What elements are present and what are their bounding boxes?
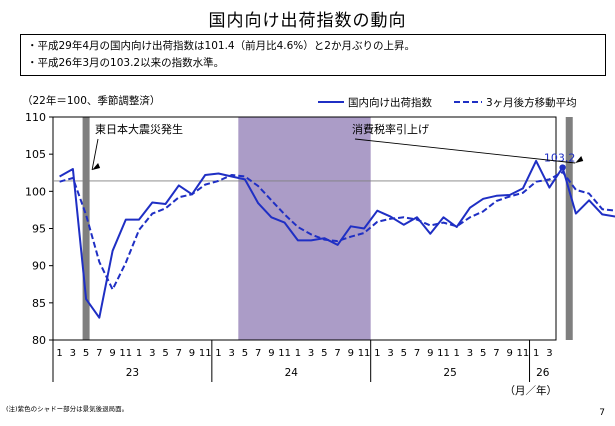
year-label: 23 (126, 367, 139, 379)
y-axis-label: （22年＝100、季節調整済） (22, 94, 160, 107)
x-tick-label: 1 (533, 348, 539, 359)
event-arrowhead (92, 163, 101, 170)
x-tick-label: 1 (136, 348, 142, 359)
x-tick-label: 1 (295, 348, 301, 359)
recession-shade (238, 117, 371, 340)
y-tick-label: 100 (25, 185, 46, 198)
x-tick-label: 1 (374, 348, 380, 359)
x-tick-label: 5 (401, 348, 407, 359)
y-tick-label: 85 (32, 297, 46, 310)
x-tick-label: 3 (546, 348, 552, 359)
y-tick-label: 80 (32, 334, 46, 347)
x-axis-label: （月／年） (505, 384, 558, 397)
x-tick-label: 7 (334, 348, 340, 359)
x-tick-label: 5 (321, 348, 327, 359)
event-marker-bar (565, 117, 573, 340)
data-point-marker (559, 164, 566, 171)
x-tick-label: 5 (480, 348, 486, 359)
x-tick-label: 11 (119, 348, 132, 359)
event-marker-bar (82, 117, 90, 340)
x-tick-label: 7 (255, 348, 261, 359)
x-tick-label: 11 (199, 348, 212, 359)
x-tick-label: 9 (427, 348, 433, 359)
x-tick-label: 3 (308, 348, 314, 359)
x-tick-label: 9 (348, 348, 354, 359)
y-tick-label: 110 (25, 111, 46, 124)
x-tick-label: 7 (414, 348, 420, 359)
legend-label: 3ヶ月後方移動平均 (486, 96, 577, 109)
summary-box: ・平成29年4月の国内向け出荷指数は101.4（前月比4.6%）と2か月ぶりの上… (20, 34, 606, 76)
x-tick-label: 5 (242, 348, 248, 359)
x-tick-label: 7 (96, 348, 102, 359)
x-tick-label: 3 (229, 348, 235, 359)
data-label: 103.2 (544, 152, 576, 165)
event-label: 東日本大震災発生 (95, 122, 183, 136)
legend-label: 国内向け出荷指数 (348, 96, 432, 109)
x-tick-label: 9 (109, 348, 115, 359)
event-arrow (91, 138, 99, 171)
event-arrow (354, 138, 576, 164)
x-tick-label: 3 (387, 348, 393, 359)
x-tick-label: 7 (493, 348, 499, 359)
event-arrowhead (575, 156, 584, 163)
event-label: 消費税率引上げ (352, 122, 429, 136)
footnote: (注)紫色のシャドー部分は景気後退局面。 (6, 405, 129, 413)
x-tick-label: 1 (215, 348, 221, 359)
x-tick-label: 11 (278, 348, 291, 359)
page-number: 7 (599, 408, 605, 418)
year-label: 25 (443, 367, 456, 379)
summary-line-2: ・平成26年3月の103.2以来の指数水準。 (27, 57, 225, 69)
y-tick-label: 105 (25, 148, 46, 161)
x-tick-label: 11 (437, 348, 450, 359)
year-label: 24 (285, 367, 299, 379)
y-tick-label: 95 (32, 223, 46, 236)
x-tick-label: 3 (70, 348, 76, 359)
year-label: 26 (536, 367, 550, 379)
y-tick-label: 90 (32, 260, 46, 273)
x-tick-label: 1 (56, 348, 62, 359)
x-tick-label: 9 (189, 348, 195, 359)
x-tick-label: 9 (506, 348, 512, 359)
x-tick-label: 3 (467, 348, 473, 359)
x-tick-label: 11 (358, 348, 371, 359)
x-tick-label: 7 (176, 348, 182, 359)
x-tick-label: 5 (83, 348, 89, 359)
summary-line-1: ・平成29年4月の国内向け出荷指数は101.4（前月比4.6%）と2か月ぶりの上… (27, 40, 415, 52)
x-tick-label: 9 (268, 348, 274, 359)
page-title: 国内向け出荷指数の動向 (208, 11, 407, 31)
x-tick-label: 1 (454, 348, 460, 359)
x-tick-label: 3 (149, 348, 155, 359)
x-tick-label: 5 (162, 348, 168, 359)
series-line-shipment-index (59, 159, 615, 319)
x-tick-label: 11 (517, 348, 530, 359)
